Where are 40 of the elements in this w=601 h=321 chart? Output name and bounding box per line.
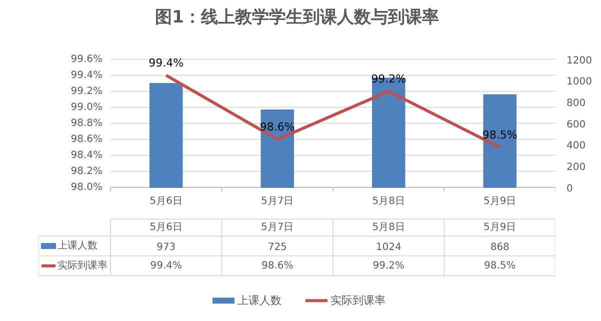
x-tick-label: 5月8日 (372, 196, 405, 207)
y-tick-label: 99.4% (70, 70, 103, 81)
y-tick-label: 98.2% (70, 166, 103, 177)
data-label: 1024 (376, 242, 402, 253)
text: 上课人数 (238, 294, 282, 308)
y-tick-label: 99.2% (70, 86, 103, 97)
y-tick-label: 98.8% (70, 118, 103, 129)
bar (483, 94, 517, 188)
y-tick-label: 99.6% (70, 54, 103, 65)
data-label: 99.2% (372, 260, 405, 272)
y-tick-label: 98.6% (70, 134, 103, 145)
y-tick-label: 98.0% (70, 182, 103, 193)
y2-tick-label: 1000 (566, 76, 592, 88)
category-label: 5月9日 (484, 222, 516, 234)
category-label: 5月8日 (372, 222, 405, 234)
x-tick-label: 5月9日 (484, 196, 516, 207)
y2-tick-label: 1200 (566, 55, 592, 66)
data-label: 98.6% (261, 260, 294, 272)
y2-tick-label: 800 (566, 98, 586, 110)
y2-tick-label: 200 (566, 162, 586, 174)
data-label: 99.4% (150, 260, 182, 272)
y2-tick-label: 400 (566, 140, 586, 152)
data-label: 725 (268, 242, 287, 253)
y-tick-label: 98.4% (70, 150, 103, 161)
x-tick-label: 5月7日 (261, 196, 294, 207)
x-tick-label: 5月6日 (150, 196, 182, 207)
category-label: 5月7日 (261, 222, 294, 234)
data-label: 868 (490, 242, 510, 253)
text: 实际到课率 (330, 294, 386, 308)
category-label: 5月6日 (150, 222, 182, 234)
legend-label: 实际到课率 (58, 259, 108, 272)
bar (149, 83, 183, 188)
data-label: 98.5% (484, 260, 516, 272)
text: 99.4% (148, 56, 184, 70)
y2-tick-label: 0 (566, 183, 573, 194)
y2-tick-label: 600 (566, 119, 586, 130)
y-tick-label: 99.0% (70, 102, 103, 113)
data-label: 973 (156, 242, 176, 253)
chart-title: 图1：线上教学学生到课人数与到课率 (155, 8, 439, 28)
legend-label: 上课人数 (58, 239, 98, 252)
